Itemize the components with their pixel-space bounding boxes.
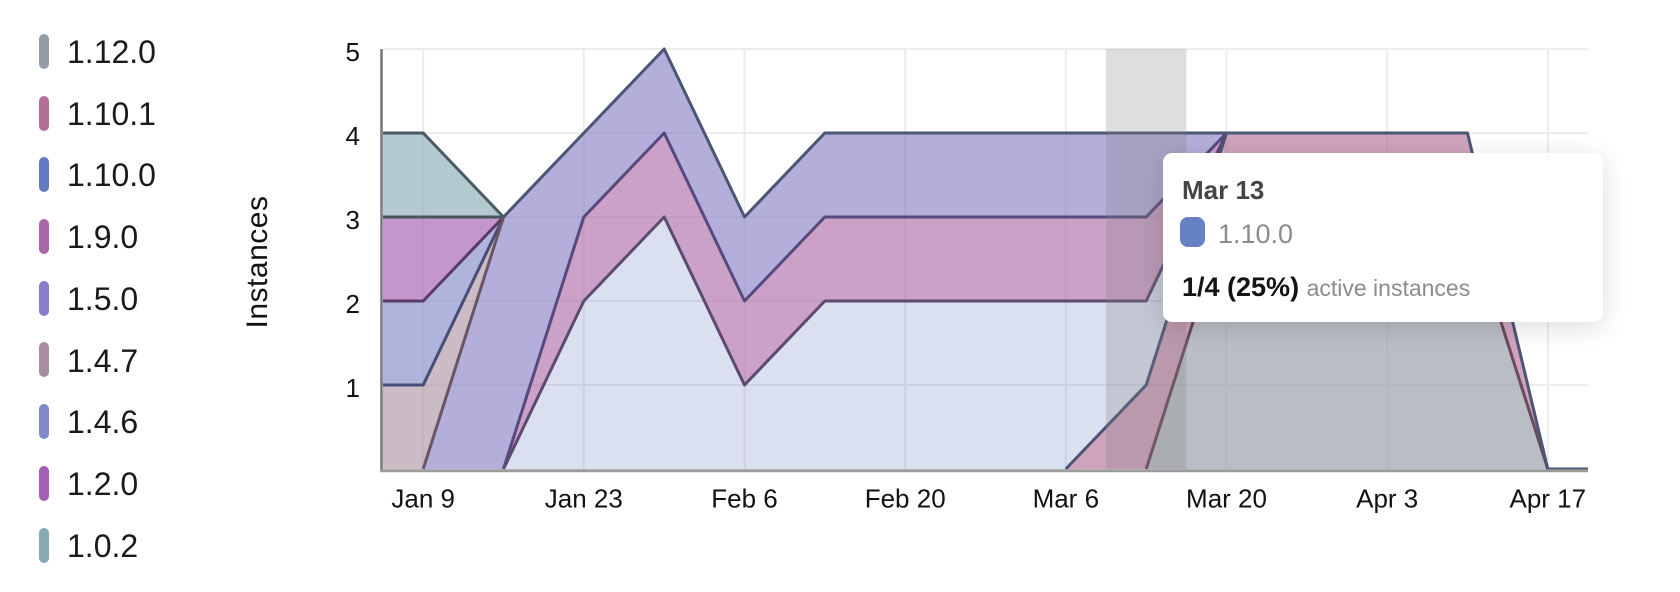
svg-text:Feb 6: Feb 6	[711, 484, 778, 514]
svg-text:2: 2	[346, 289, 360, 319]
svg-text:4: 4	[346, 121, 360, 151]
svg-text:Apr 17: Apr 17	[1509, 484, 1586, 514]
svg-text:3: 3	[346, 205, 360, 235]
svg-text:Mar 6: Mar 6	[1033, 484, 1099, 514]
svg-text:1: 1	[346, 373, 360, 403]
svg-text:Feb 20: Feb 20	[865, 484, 946, 514]
svg-text:Jan 9: Jan 9	[391, 484, 455, 514]
svg-text:Apr 3: Apr 3	[1356, 484, 1418, 514]
svg-text:Mar 20: Mar 20	[1186, 484, 1267, 514]
svg-text:5: 5	[346, 37, 360, 67]
svg-text:Instances: Instances	[241, 196, 274, 329]
svg-text:Jan 23: Jan 23	[545, 484, 623, 514]
